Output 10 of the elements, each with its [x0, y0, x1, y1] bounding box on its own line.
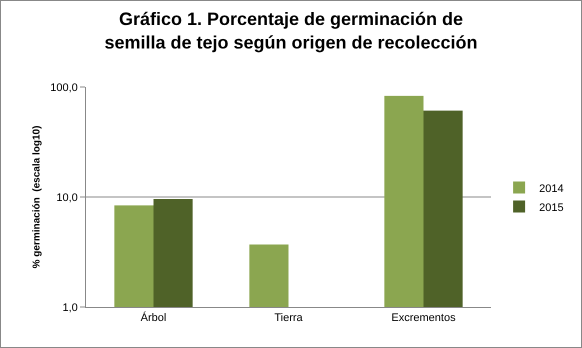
- legend-label: 2015: [539, 202, 564, 214]
- y-tick-label: 10,0: [56, 192, 78, 204]
- x-tick-label: Excrementos: [391, 312, 456, 324]
- x-tick-label: Árbol: [140, 311, 166, 324]
- y-tick-label: 100,0: [50, 82, 78, 94]
- x-tick-label: Tierra: [274, 312, 304, 324]
- y-axis-title: % germinación (escala log10): [31, 126, 42, 268]
- legend-label: 2014: [539, 182, 564, 195]
- chart-title: Gráfico 1. Porcentaje de germinación de semilla de tejo según origen de recolección: [104, 9, 478, 53]
- y-tick-label: 1,0: [62, 302, 78, 314]
